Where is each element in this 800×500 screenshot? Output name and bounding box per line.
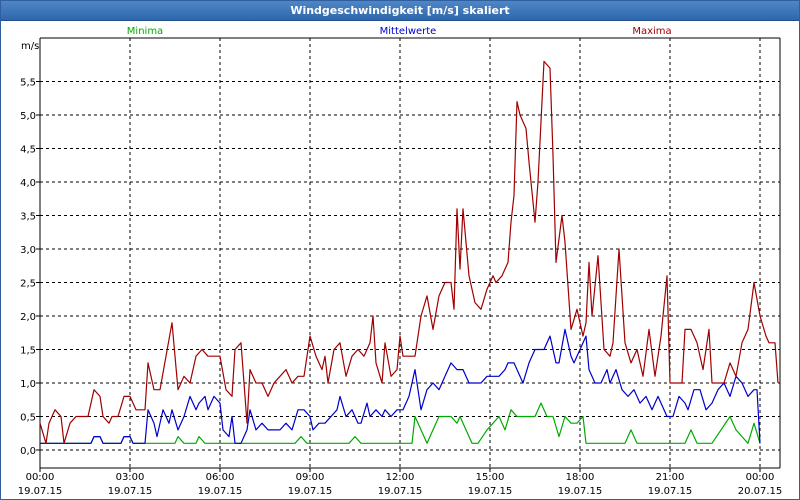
series-line-mittelwerte — [40, 328, 761, 444]
x-tick-label-date: 20.07.15 — [738, 486, 783, 497]
x-tick-label-time: 15:00 — [476, 472, 505, 483]
x-tick-label-time: 09:00 — [296, 472, 325, 483]
x-tick-label-date: 19.07.15 — [468, 486, 513, 497]
x-tick-label-date: 19.07.15 — [378, 486, 423, 497]
series-line-maxima — [39, 60, 779, 444]
y-tick-label: 2,0 — [20, 312, 36, 323]
series-line-minima — [40, 402, 761, 444]
y-tick-label: 4,5 — [20, 145, 36, 156]
legend-maxima: Maxima — [632, 26, 671, 37]
x-tick-label-time: 00:00 — [26, 472, 55, 483]
window-title: Windgeschwindigkeit [m/s] skaliert — [1, 1, 799, 21]
y-tick-label: 3,0 — [20, 245, 36, 256]
y-tick-label: 0,5 — [20, 413, 36, 424]
x-tick-label-date: 19.07.15 — [108, 486, 153, 497]
x-tick-label-time: 00:00 — [746, 472, 775, 483]
x-tick-label-date: 19.07.15 — [648, 486, 693, 497]
legend-minima: Minima — [127, 26, 163, 37]
y-tick-label: 0,0 — [20, 446, 36, 457]
legend-mittelwerte: Mittelwerte — [380, 26, 437, 37]
y-tick-label: 3,5 — [20, 212, 36, 223]
x-tick-label-time: 18:00 — [566, 472, 595, 483]
y-tick-label: 5,0 — [20, 111, 36, 122]
y-tick-label: 2,5 — [20, 279, 36, 290]
y-axis-label: m/s — [21, 41, 39, 52]
x-tick-label-time: 21:00 — [656, 472, 685, 483]
x-tick-label-date: 19.07.15 — [558, 486, 603, 497]
x-tick-label-time: 03:00 — [116, 472, 145, 483]
x-tick-label-date: 19.07.15 — [18, 486, 63, 497]
x-tick-label-date: 19.07.15 — [288, 486, 333, 497]
x-tick-label-time: 06:00 — [206, 472, 235, 483]
y-tick-label: 5,5 — [20, 78, 36, 89]
x-tick-label-time: 12:00 — [386, 472, 415, 483]
y-tick-label: 1,0 — [20, 379, 36, 390]
y-tick-label: 1,5 — [20, 346, 36, 357]
y-tick-label: 4,0 — [20, 178, 36, 189]
x-tick-label-date: 19.07.15 — [198, 486, 243, 497]
